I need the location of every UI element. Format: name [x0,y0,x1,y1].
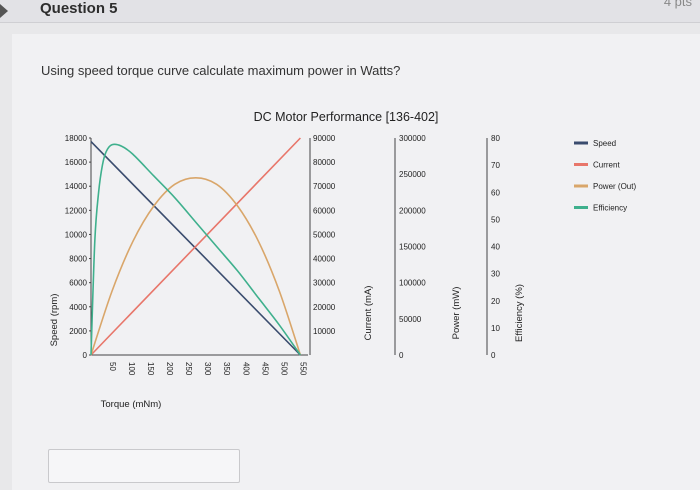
current-tick-label: 30000 [313,279,336,288]
current-tick-label: 10000 [313,327,336,336]
efficiency-tick-label: 80 [491,134,500,143]
speed-tick-label: 10000 [65,230,88,239]
torque-tick-label: 550 [298,362,307,376]
efficiency-tick-label: 0 [491,351,496,360]
power-tick-label: 300000 [399,134,426,143]
efficiency-tick-label: 50 [491,215,500,224]
legend-label: Power (Out) [593,182,636,191]
legend-label: Current [593,161,620,170]
current-tick-label: 40000 [313,255,336,264]
torque-tick-label: 250 [184,362,193,376]
chart-title: DC Motor Performance [136-402] [254,110,439,124]
torque-tick-label: 500 [279,362,288,376]
power-tick-label: 150000 [399,243,426,252]
current-tick-label: 90000 [313,134,336,143]
speed-tick-label: 0 [83,351,88,360]
series-line-current [90,137,301,356]
power-tick-label: 100000 [399,279,426,288]
efficiency-tick-label: 60 [491,188,500,197]
current-tick-label: 60000 [313,206,336,215]
torque-tick-label: 350 [222,362,231,376]
current-tick-label: 20000 [313,303,336,312]
question-title: Question 5 [40,0,118,17]
speed-tick-label: 6000 [69,279,87,288]
efficiency-tick-label: 10 [491,324,500,333]
efficiency-tick-label: 20 [491,297,500,306]
efficiency-tick-label: 70 [491,161,500,170]
speed-tick-label: 2000 [69,327,87,336]
power-axis-label: Power (mW) [451,287,462,340]
torque-tick-label: 200 [165,362,174,376]
series-line-power-out [90,176,302,356]
question-text: Using speed torque curve calculate maxim… [41,63,401,78]
power-tick-label: 0 [399,351,404,360]
torque-tick-label: 400 [241,362,250,376]
efficiency-tick-label: 40 [491,243,500,252]
question-header: Question 5 4 pts [0,0,700,23]
speed-axis-label: Speed (rpm) [49,294,60,347]
series-line-efficiency [90,143,302,356]
efficiency-tick-label: 30 [491,270,500,279]
power-tick-label: 250000 [399,170,426,179]
torque-tick-label: 50 [108,362,117,371]
current-tick-label: 80000 [313,158,336,167]
points-label: 4 pts [663,0,692,9]
speed-tick-label: 4000 [69,303,87,312]
torque-tick-label: 100 [127,362,136,376]
torque-tick-label: 300 [203,362,212,376]
power-tick-label: 200000 [399,206,426,215]
play-triangle-icon [0,4,8,18]
answer-input[interactable] [48,449,240,483]
legend-label: Efficiency [593,204,627,213]
speed-tick-label: 18000 [65,134,88,143]
speed-tick-label: 16000 [65,158,88,167]
legend-label: Speed [593,139,616,148]
efficiency-axis-label: Efficiency (%) [514,284,525,342]
torque-tick-label: 150 [146,362,155,376]
current-axis-label: Current (mA) [363,286,374,341]
series-line-speed [90,141,301,356]
speed-tick-label: 14000 [65,182,88,191]
question-card [12,34,700,490]
power-tick-label: 50000 [399,315,422,324]
speed-tick-label: 8000 [69,255,87,264]
torque-tick-label: 450 [260,362,269,376]
torque-axis-label: Torque (mNm) [101,399,162,410]
current-tick-label: 70000 [313,182,336,191]
speed-tick-label: 12000 [65,206,88,215]
current-tick-label: 50000 [313,230,336,239]
